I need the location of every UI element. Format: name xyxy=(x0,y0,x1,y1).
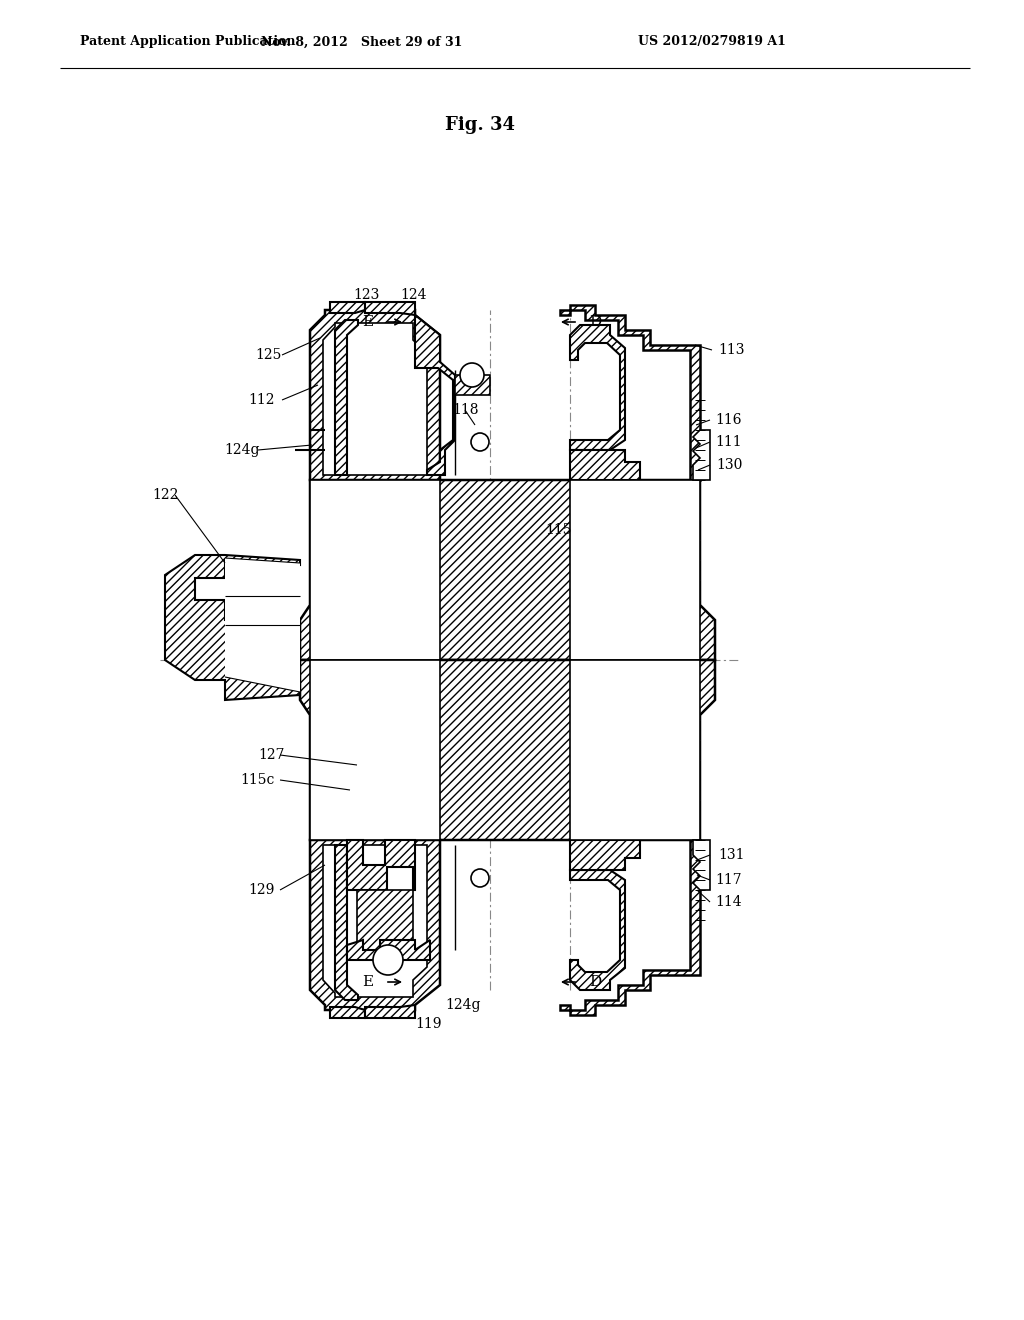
Text: 115: 115 xyxy=(545,523,571,537)
Polygon shape xyxy=(365,1005,415,1018)
Polygon shape xyxy=(415,315,455,475)
Circle shape xyxy=(471,433,489,451)
Text: 123: 123 xyxy=(353,288,379,302)
Text: 117: 117 xyxy=(715,873,741,887)
Text: 124g: 124g xyxy=(224,444,259,457)
Circle shape xyxy=(460,363,484,387)
Polygon shape xyxy=(310,660,440,840)
Circle shape xyxy=(373,945,403,975)
Polygon shape xyxy=(335,319,358,475)
Text: 125: 125 xyxy=(255,348,282,362)
Text: 112: 112 xyxy=(248,393,274,407)
Text: 127: 127 xyxy=(258,748,285,762)
Polygon shape xyxy=(693,430,710,480)
Polygon shape xyxy=(357,890,413,950)
Text: Fig. 34: Fig. 34 xyxy=(445,116,515,135)
Text: 130: 130 xyxy=(716,458,742,473)
Text: E: E xyxy=(362,315,374,329)
Text: 111: 111 xyxy=(715,436,741,449)
Polygon shape xyxy=(310,480,440,660)
Polygon shape xyxy=(330,302,365,313)
Polygon shape xyxy=(365,302,415,315)
Text: 118: 118 xyxy=(452,403,478,417)
Polygon shape xyxy=(572,482,698,657)
Text: Patent Application Publication: Patent Application Publication xyxy=(80,36,296,49)
Polygon shape xyxy=(312,663,438,838)
Polygon shape xyxy=(225,558,300,692)
Polygon shape xyxy=(323,845,427,997)
Text: 116: 116 xyxy=(715,413,741,426)
Text: D: D xyxy=(589,975,601,989)
Text: 114: 114 xyxy=(715,895,741,909)
Polygon shape xyxy=(347,840,415,890)
Text: US 2012/0279819 A1: US 2012/0279819 A1 xyxy=(638,36,785,49)
Text: 131: 131 xyxy=(718,847,744,862)
Text: 129: 129 xyxy=(248,883,274,898)
Polygon shape xyxy=(323,323,427,475)
Polygon shape xyxy=(300,480,715,660)
Polygon shape xyxy=(312,482,438,657)
Polygon shape xyxy=(570,870,625,990)
Text: 122: 122 xyxy=(152,488,178,502)
Text: D: D xyxy=(589,315,601,329)
Text: E: E xyxy=(362,975,374,989)
Polygon shape xyxy=(310,310,440,480)
Polygon shape xyxy=(165,554,300,700)
Polygon shape xyxy=(570,660,700,840)
Polygon shape xyxy=(693,840,710,890)
Circle shape xyxy=(471,869,489,887)
Polygon shape xyxy=(570,480,700,660)
Polygon shape xyxy=(570,450,640,480)
Text: 124g: 124g xyxy=(445,998,480,1012)
Text: Nov. 8, 2012   Sheet 29 of 31: Nov. 8, 2012 Sheet 29 of 31 xyxy=(261,36,463,49)
Text: 119: 119 xyxy=(415,1016,441,1031)
Polygon shape xyxy=(572,663,698,838)
Polygon shape xyxy=(570,840,640,870)
Text: 124: 124 xyxy=(400,288,427,302)
Polygon shape xyxy=(330,1007,365,1018)
Text: 115c: 115c xyxy=(240,774,274,787)
Polygon shape xyxy=(560,840,700,1015)
Polygon shape xyxy=(335,845,358,1001)
Polygon shape xyxy=(300,660,715,840)
Polygon shape xyxy=(310,840,440,1010)
Text: 113: 113 xyxy=(718,343,744,356)
Polygon shape xyxy=(455,375,490,395)
Polygon shape xyxy=(570,325,625,450)
Polygon shape xyxy=(560,305,700,480)
Polygon shape xyxy=(347,940,430,960)
